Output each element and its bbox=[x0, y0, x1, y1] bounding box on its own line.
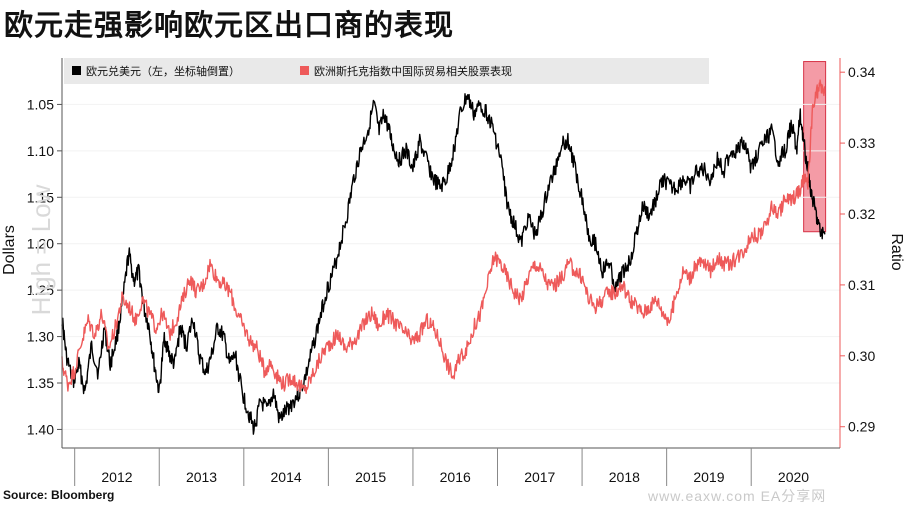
series-line-eur-usd bbox=[61, 93, 826, 435]
right-tick-label: 0.32 bbox=[848, 206, 875, 222]
x-tick-label: 2016 bbox=[440, 469, 471, 485]
chart: 1.051.101.151.201.251.301.351.40 0.340.3… bbox=[0, 52, 908, 490]
right-axis-title: Ratio bbox=[888, 233, 905, 270]
left-tick-label: 1.15 bbox=[27, 189, 54, 205]
x-tick-label: 2018 bbox=[609, 469, 640, 485]
x-tick-label: 2012 bbox=[101, 469, 132, 485]
source-note: Source: Bloomberg bbox=[3, 488, 115, 502]
overlay-label: High = Low bbox=[26, 184, 56, 315]
legend: 欧元兑美元（左，坐标轴倒置） 欧洲斯托克指数中国际贸易相关股票表现 bbox=[64, 58, 709, 84]
x-tick-label: 2015 bbox=[355, 469, 386, 485]
legend-label-eur-usd: 欧元兑美元（左，坐标轴倒置） bbox=[86, 64, 240, 78]
series-layer bbox=[61, 79, 826, 435]
left-axis-title: Dollars bbox=[1, 225, 18, 275]
left-tick-label: 1.40 bbox=[27, 421, 54, 437]
legend-swatch-eur-usd bbox=[72, 66, 81, 75]
right-tick-label: 0.31 bbox=[848, 277, 875, 293]
left-tick-label: 1.20 bbox=[27, 236, 54, 252]
right-tick-label: 0.33 bbox=[848, 135, 875, 151]
right-axis-ticks: 0.34 0.33 0.32 0.31 0.30 0.29 bbox=[840, 64, 875, 435]
series-line-ratio bbox=[61, 79, 826, 394]
right-tick-label: 0.29 bbox=[848, 419, 875, 435]
right-tick-label: 0.30 bbox=[848, 348, 875, 364]
left-tick-label: 1.05 bbox=[27, 96, 54, 112]
chart-title: 欧元走强影响欧元区出口商的表现 bbox=[4, 8, 455, 42]
left-axis-ticks: 1.05 1.10 1.15 1.20 1.25 1.30 1.35 1.40 bbox=[27, 96, 62, 437]
legend-label-ratio: 欧洲斯托克指数中国际贸易相关股票表现 bbox=[314, 64, 512, 78]
legend-swatch-ratio bbox=[300, 66, 309, 75]
watermark: www.eaxw.com EA分享网 bbox=[648, 488, 827, 504]
plot-background bbox=[0, 52, 908, 490]
left-tick-label: 1.35 bbox=[27, 375, 54, 391]
left-tick-label: 1.10 bbox=[27, 143, 54, 159]
right-tick-label: 0.34 bbox=[848, 64, 875, 80]
left-tick-label: 1.25 bbox=[27, 282, 54, 298]
x-tick-label: 2013 bbox=[186, 469, 217, 485]
legend-background bbox=[64, 58, 709, 84]
left-tick-label: 1.30 bbox=[27, 329, 54, 345]
x-axis-ticks: 2012 2013 2014 2015 2016 2017 2018 2019 2020 bbox=[74, 448, 809, 486]
x-tick-label: 2019 bbox=[693, 469, 724, 485]
x-tick-label: 2014 bbox=[271, 469, 302, 485]
x-tick-label: 2017 bbox=[524, 469, 555, 485]
x-tick-label: 2020 bbox=[778, 469, 809, 485]
